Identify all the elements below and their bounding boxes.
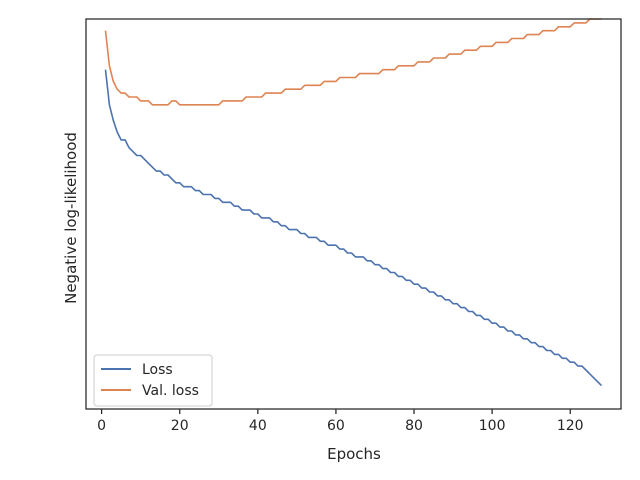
x-tick-label: 20 xyxy=(171,418,189,434)
y-axis-label: Negative log-likelihood xyxy=(62,132,80,304)
legend-label-val-loss: Val. loss xyxy=(142,383,199,399)
series-line-loss xyxy=(104,69,603,387)
x-axis-label: Epochs xyxy=(327,445,381,463)
plot-area xyxy=(86,19,621,409)
x-tick-label: 60 xyxy=(327,418,345,434)
legend: Loss Val. loss xyxy=(93,354,213,407)
x-tick-label: 100 xyxy=(479,418,506,434)
legend-label-loss: Loss xyxy=(142,362,173,378)
plot-frame xyxy=(85,18,622,410)
x-tick-label: 120 xyxy=(557,418,584,434)
legend-box xyxy=(93,354,213,407)
plot-background xyxy=(86,19,621,409)
x-axis-ticks: 0 20 40 60 80 100 120 xyxy=(97,409,584,434)
x-tick-label: 40 xyxy=(249,418,267,434)
series-line-val-loss xyxy=(104,18,602,106)
x-tick-label: 80 xyxy=(405,418,423,434)
series-lines xyxy=(104,18,603,387)
x-tick-label: 0 xyxy=(97,418,106,434)
